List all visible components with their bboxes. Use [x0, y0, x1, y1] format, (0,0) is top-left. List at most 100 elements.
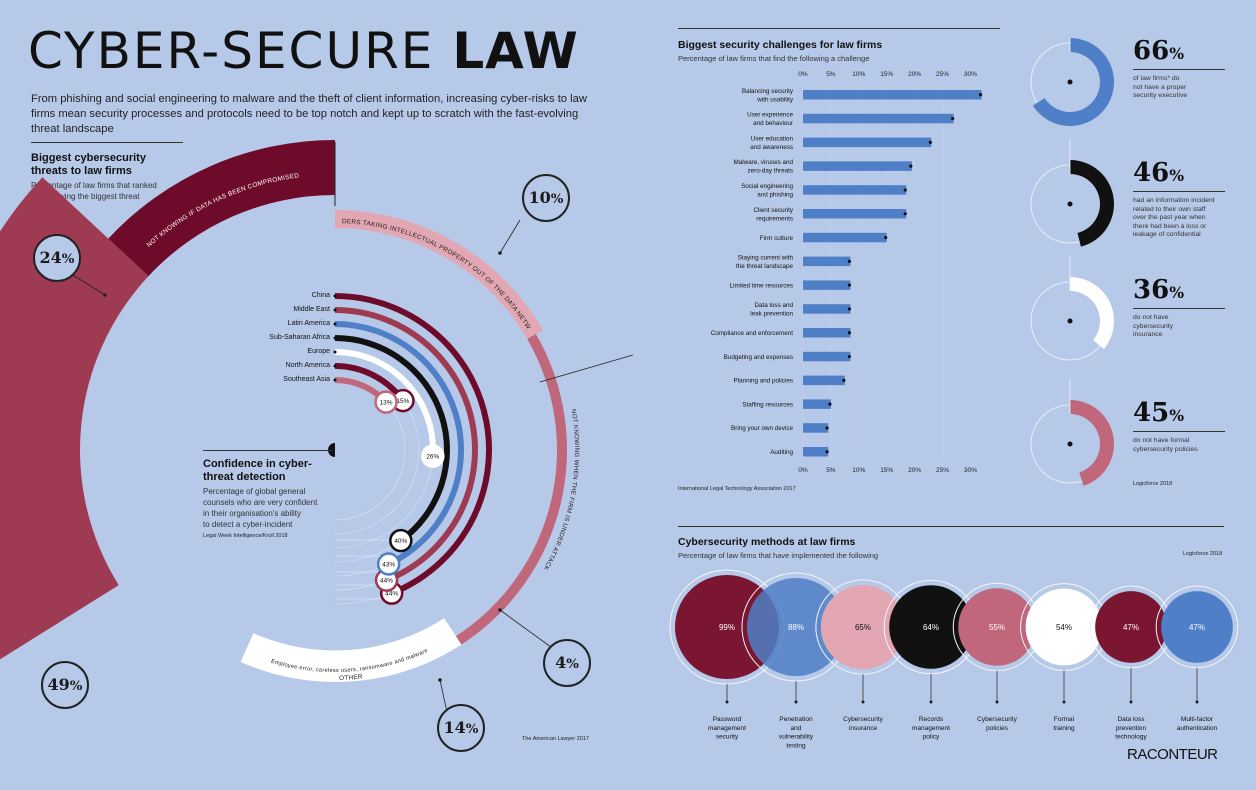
ch-tick-top-6: 30%: [964, 71, 977, 78]
method-label-7-1: authentication: [1177, 725, 1218, 732]
threats-subtitle-line2: the following the biggest threat: [31, 192, 140, 201]
stat-number-2: 36: [1133, 275, 1170, 305]
ch-label-14-0: Bring your own device: [731, 425, 793, 432]
ch-label-6-0: Firm culture: [760, 235, 794, 242]
ch-bar-5: [803, 209, 907, 219]
method-bubble-3: [889, 585, 973, 669]
threats-title-line1: Biggest cybersecurity: [31, 152, 146, 164]
conf-start-dot-2: [333, 322, 337, 326]
label-other-textpath: OTHER: [339, 673, 363, 682]
method-label-0-0: Password: [713, 716, 742, 723]
confidence-badges: 44% 44% 43% 40% 26% 15%13%: [374, 388, 445, 605]
confidence-subtitle-line3: in their organisation's ability: [203, 509, 302, 518]
confidence-subtitle-line4: to detect a cyber-incident: [203, 520, 293, 529]
challenges-divider: [678, 28, 1000, 29]
ch-bar-dot-4: [903, 188, 907, 192]
method-value-1: 88%: [788, 623, 804, 632]
ch-label-15-0: Auditing: [770, 449, 793, 456]
method-label-6-0: Data loss: [1117, 716, 1145, 723]
methods-source: Logicforce 2018: [1183, 551, 1223, 557]
method-value-5: 54%: [1056, 623, 1072, 632]
method-value-6: 47%: [1123, 623, 1139, 632]
methods-chart: 99% Password management security 88% Penetrat…: [669, 569, 1239, 749]
method-stem-dot-2: [861, 700, 865, 704]
ch-bar-9: [803, 304, 851, 314]
conf-arc-sub-saharan-africa: [334, 335, 450, 544]
stat-desc-1-l5: leakage of confidential: [1133, 231, 1201, 239]
ch-bar-11: [803, 351, 851, 362]
threats-source: The American Lawyer 2017: [522, 736, 589, 742]
method-halo-7: [1155, 585, 1239, 669]
ch-bar-dot-5: [903, 212, 907, 216]
ch-bar-dot-2: [928, 140, 932, 144]
ch-tick-top-4: 20%: [908, 71, 921, 78]
stat-value-2: 36%: [1133, 275, 1225, 305]
conf-arc-latin-america: [334, 321, 464, 567]
ch-bar-dot-14: [825, 426, 829, 430]
stat-desc-0-l2: not have a proper: [1133, 83, 1187, 91]
ch-label-3-1: zero-day threats: [748, 168, 794, 175]
conf-country-latin-america: Latin America: [287, 320, 330, 327]
ch-tick-bottom-2: 10%: [852, 467, 865, 474]
ch-label-11-0: Budgeting and expenses: [724, 354, 793, 361]
method-value-4: 55%: [989, 623, 1005, 632]
conf-country-southeast-asia: Southeast Asia: [283, 376, 330, 383]
conf-badge-circle-3: [389, 528, 413, 553]
confidence-title: Confidence in cyber- threat detection: [203, 458, 312, 484]
leader-line-0: [67, 271, 106, 296]
stat-donut-center-2: [1067, 318, 1073, 324]
method-label-4-1: policies: [986, 725, 1008, 732]
ch-label-12-0: Planning and policies: [733, 378, 793, 385]
stat-donut-center-3: [1067, 441, 1073, 447]
method-label-4-0: Cybersecurity: [977, 716, 1017, 723]
ch-label-1-0: User experience: [747, 112, 793, 119]
method-label-7-0: Multi-factor: [1181, 716, 1214, 723]
method-value-2: 65%: [855, 623, 871, 632]
leader-line-1: [499, 219, 521, 254]
stats-source: Logicforce 2018: [1133, 481, 1173, 487]
ch-tick-bottom-0: 0%: [798, 467, 808, 474]
method-label-1-1: and: [791, 725, 802, 732]
ch-bar-dot-15: [825, 450, 829, 454]
method-label-3-2: policy: [923, 734, 940, 741]
ch-tick-top-0: 0%: [798, 71, 808, 78]
threat-callout-24-value: 24: [39, 248, 62, 267]
confidence-subtitle-line2: counsels who are very confident: [203, 498, 318, 507]
method-bubble-7: [1161, 591, 1233, 663]
ch-label-7-0: Staying current with: [738, 254, 794, 261]
conf-start-dot-0: [333, 294, 337, 298]
method-stem-dot-3: [929, 700, 933, 704]
method-label-6-2: technology: [1115, 734, 1147, 741]
stat-item-0: 66% of law firms* do not have a proper secu…: [1133, 36, 1225, 101]
conf-start-dot-1: [333, 308, 337, 312]
conf-badge-label-1: 44%: [380, 578, 393, 585]
stat-desc-2-l3: insurance: [1133, 331, 1163, 339]
stat-number-0: 66: [1133, 36, 1170, 66]
stat-donut-center-1: [1067, 201, 1073, 207]
confidence-subtitle-line1: Percentage of global general: [203, 487, 306, 496]
ch-label-2-1: and awareness: [750, 144, 793, 151]
leader-dot-1: [498, 251, 502, 255]
challenges-title: Biggest security challenges for law firm…: [678, 39, 883, 51]
ch-tick-bottom-1: 5%: [826, 467, 836, 474]
stat-pct-2: %: [1169, 283, 1185, 302]
conf-start-dot-6: [333, 378, 337, 382]
confidence-title-line2: threat detection: [203, 471, 286, 483]
ch-bar-0: [803, 90, 982, 100]
stat-desc-1-l1: had an information incident: [1133, 197, 1215, 204]
ch-bar-dot-13: [828, 402, 832, 406]
stat-pct-1: %: [1169, 166, 1185, 185]
method-label-1-2: vulnerability: [779, 734, 814, 741]
method-bubble-1: [746, 577, 846, 677]
confidence-divider: [203, 450, 333, 451]
threat-slice-compromised: [108, 140, 335, 277]
method-stem-dot-6: [1129, 700, 1133, 704]
stat-desc-0-l3: security executive: [1133, 92, 1188, 100]
conf-badge-circle-4: [421, 444, 445, 468]
confidence-rings: [333, 293, 492, 605]
method-bubble-6: [1095, 591, 1167, 663]
method-label-3-1: management: [912, 725, 950, 732]
stat-pct-3: %: [1169, 406, 1185, 425]
leader-lines: [67, 219, 634, 713]
